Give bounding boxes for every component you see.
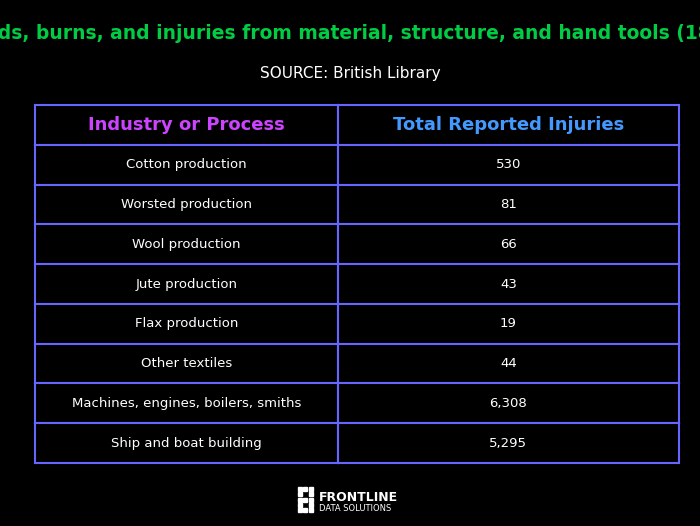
Text: 6,308: 6,308 bbox=[489, 397, 527, 410]
Text: 5,295: 5,295 bbox=[489, 437, 527, 450]
Text: Industry or Process: Industry or Process bbox=[88, 116, 285, 134]
Text: Other textiles: Other textiles bbox=[141, 357, 232, 370]
Text: Total Reported Injuries: Total Reported Injuries bbox=[393, 116, 624, 134]
Text: 530: 530 bbox=[496, 158, 521, 171]
Text: Jute production: Jute production bbox=[135, 278, 237, 290]
Text: 81: 81 bbox=[500, 198, 517, 211]
Text: 44: 44 bbox=[500, 357, 517, 370]
Text: Worsted production: Worsted production bbox=[121, 198, 252, 211]
Text: Wool production: Wool production bbox=[132, 238, 241, 251]
Text: FRONTLINE: FRONTLINE bbox=[318, 491, 398, 504]
Text: 66: 66 bbox=[500, 238, 517, 251]
Text: Scalds, burns, and injuries from material, structure, and hand tools (1898): Scalds, burns, and injuries from materia… bbox=[0, 24, 700, 43]
Text: SOURCE: British Library: SOURCE: British Library bbox=[260, 66, 440, 81]
Text: Ship and boat building: Ship and boat building bbox=[111, 437, 262, 450]
Text: DATA SOLUTIONS: DATA SOLUTIONS bbox=[318, 503, 391, 513]
Text: Cotton production: Cotton production bbox=[126, 158, 246, 171]
Text: Flax production: Flax production bbox=[134, 317, 238, 330]
Text: 43: 43 bbox=[500, 278, 517, 290]
Text: 19: 19 bbox=[500, 317, 517, 330]
Text: Machines, engines, boilers, smiths: Machines, engines, boilers, smiths bbox=[71, 397, 301, 410]
